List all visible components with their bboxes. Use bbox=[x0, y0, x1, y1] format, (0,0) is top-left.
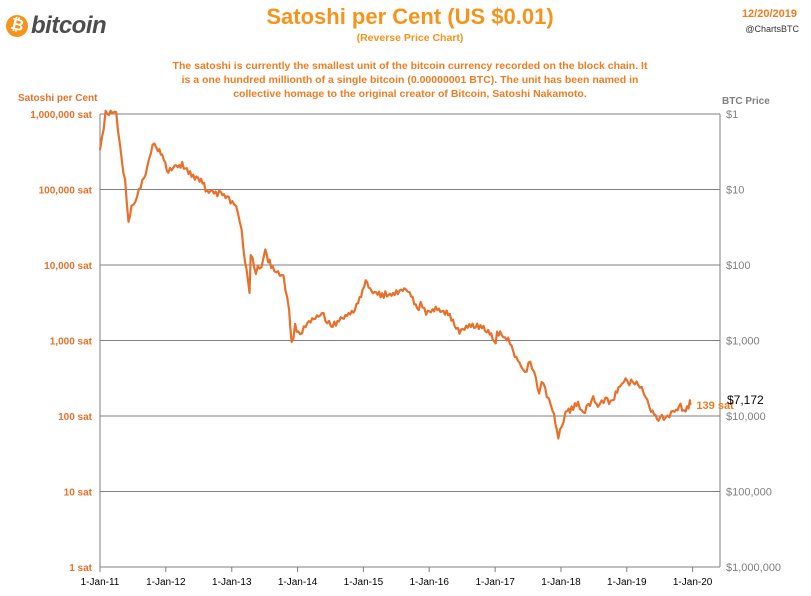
last-sat-annotation: 139 sat bbox=[696, 400, 734, 412]
x-tick-label: 1-Jan-13 bbox=[212, 577, 252, 588]
chart-date: 12/20/2019 bbox=[741, 8, 797, 20]
x-tick-label: 1-Jan-18 bbox=[541, 577, 581, 588]
x-tick-label: 1-Jan-19 bbox=[607, 577, 647, 588]
grid-lines bbox=[99, 113, 721, 568]
chart-subtitle: (Reverse Price Chart) bbox=[356, 32, 464, 44]
y-tick-label-right: $100 bbox=[726, 260, 750, 272]
axis-ticks: 1 sat 10 sat 100 sat 1,000 sat 10,000 sat 100… bbox=[30, 109, 781, 588]
y-tick-label-left: 10,000 sat bbox=[44, 261, 92, 272]
x-tick-label: 1-Jan-16 bbox=[409, 577, 449, 588]
y-axis-left-title: Satoshi per Cent bbox=[18, 93, 98, 104]
y-axis-right-title: BTC Price bbox=[722, 96, 770, 107]
chart-title: Satoshi per Cent (US $0.01) bbox=[266, 4, 554, 29]
y-tick-label-right: $10 bbox=[726, 185, 744, 197]
y-tick-label-left: 1,000 sat bbox=[50, 337, 93, 348]
x-tick-label: 1-Jan-14 bbox=[278, 577, 318, 588]
description-line-3: collective homage to the original creato… bbox=[233, 88, 587, 100]
author-handle: @ChartsBTC bbox=[745, 24, 799, 34]
y-tick-label-left: 1,000,000 sat bbox=[30, 110, 92, 121]
y-tick-label-left: 10 sat bbox=[64, 488, 93, 499]
description-line-1: The satoshi is currently the smallest un… bbox=[172, 60, 648, 72]
x-tick-label: 1-Jan-11 bbox=[81, 577, 120, 588]
description-line-2: is a one hundred millionth of a single b… bbox=[181, 74, 639, 86]
x-tick-label: 1-Jan-20 bbox=[673, 577, 713, 588]
y-tick-label-right: $1,000 bbox=[726, 336, 760, 348]
y-tick-label-right: $10,000 bbox=[726, 411, 766, 423]
y-tick-label-right: $1,000,000 bbox=[726, 562, 781, 574]
x-tick-label: 1-Jan-12 bbox=[146, 577, 186, 588]
bitcoin-logo: ₿ bitcoin bbox=[3, 12, 107, 40]
y-tick-label-right: $100,000 bbox=[726, 487, 772, 499]
y-tick-label-left: 1 sat bbox=[69, 563, 92, 574]
last-price-annotation: $7,172 bbox=[727, 393, 764, 407]
y-tick-label-left: 100,000 sat bbox=[39, 186, 93, 197]
satoshi-series-line bbox=[98, 109, 692, 440]
y-tick-label-right: $1 bbox=[726, 109, 738, 121]
x-tick-label: 1-Jan-17 bbox=[475, 577, 515, 588]
bitcoin-logo-text: bitcoin bbox=[31, 12, 107, 39]
x-tick-label: 1-Jan-15 bbox=[344, 577, 384, 588]
chart-description: The satoshi is currently the smallest un… bbox=[120, 59, 700, 101]
y-tick-label-left: 100 sat bbox=[58, 412, 93, 423]
